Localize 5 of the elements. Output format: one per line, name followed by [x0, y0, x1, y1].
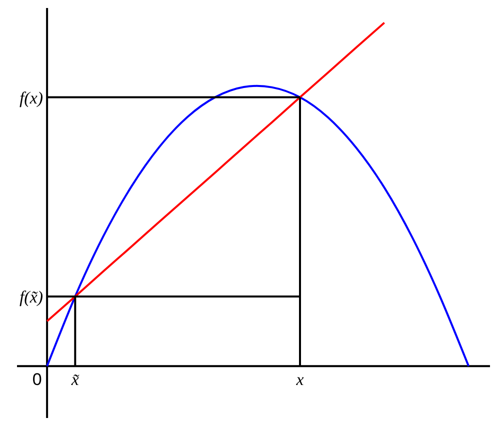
x-tick-label: x: [295, 370, 304, 390]
text: 0: [32, 370, 42, 390]
annotation: f(x̃): [19, 287, 44, 306]
x-tick-label: x̃: [70, 370, 80, 390]
annotation: f(x): [19, 88, 44, 108]
